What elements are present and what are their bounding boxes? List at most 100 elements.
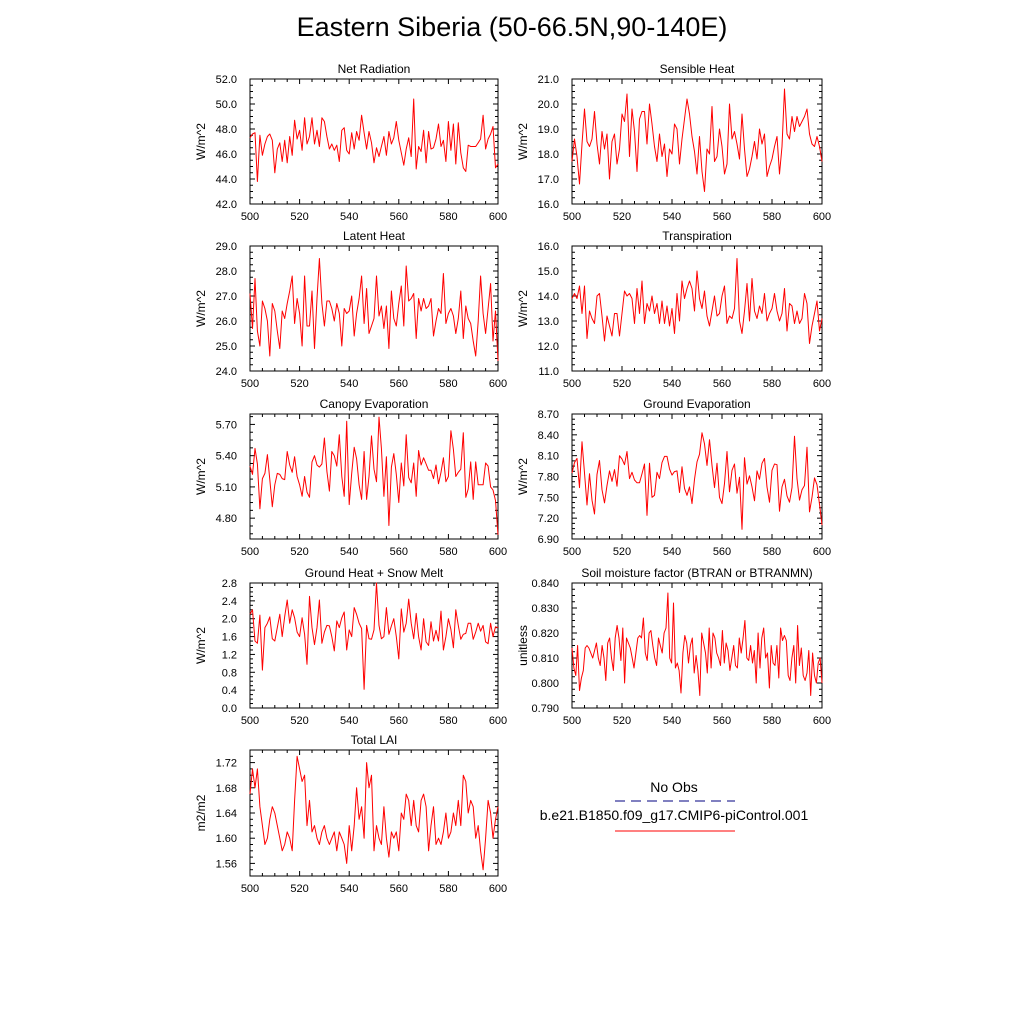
y-tick-label: 12.0: [538, 341, 559, 353]
y-tick-label: 2.0: [222, 614, 237, 626]
x-tick-label: 560: [713, 378, 731, 390]
x-tick-label: 500: [563, 211, 581, 223]
panel-6: Ground Evaporation W/m^2 500 520 540 560 580 60…: [516, 397, 831, 558]
y-tick-label: 7.20: [538, 513, 559, 525]
y-tick-label: 16.0: [538, 199, 559, 211]
x-tick-label: 540: [340, 546, 358, 558]
x-tick-label: 540: [340, 715, 358, 727]
x-tick-label: 520: [613, 211, 631, 223]
panel-title: Canopy Evaporation: [320, 397, 429, 411]
y-tick-label: 8.40: [538, 430, 559, 442]
panel-title: Net Radiation: [338, 62, 411, 76]
y-tick-label: 5.40: [216, 451, 237, 463]
x-tick-label: 540: [663, 546, 681, 558]
x-tick-label: 580: [439, 715, 457, 727]
y-axis-label: W/m^2: [516, 458, 530, 495]
y-tick-label: 1.2: [222, 649, 237, 661]
series-line: [571, 258, 823, 344]
y-axis-label: W/m^2: [516, 123, 530, 160]
y-tick-label: 25.0: [216, 341, 237, 353]
x-tick-label: 540: [340, 211, 358, 223]
x-tick-label: 500: [241, 883, 259, 895]
y-tick-label: 42.0: [216, 199, 237, 211]
x-tick-label: 500: [563, 378, 581, 390]
x-tick-label: 520: [290, 211, 308, 223]
y-tick-label: 1.64: [216, 808, 237, 820]
y-tick-label: 8.10: [538, 451, 559, 463]
panel-title: Latent Heat: [343, 229, 406, 243]
x-tick-label: 600: [813, 546, 831, 558]
panel-8: Soil moisture factor (BTRAN or BTRANMN) u…: [516, 566, 831, 727]
y-tick-label: 28.0: [216, 266, 237, 278]
x-tick-label: 600: [813, 211, 831, 223]
y-tick-label: 46.0: [216, 149, 237, 161]
y-tick-label: 1.60: [216, 833, 237, 845]
y-axis-label: m2/m2: [194, 794, 208, 831]
x-tick-label: 580: [439, 378, 457, 390]
y-tick-label: 1.6: [222, 632, 237, 644]
y-tick-label: 18.0: [538, 149, 559, 161]
x-tick-label: 520: [613, 715, 631, 727]
series-line: [249, 98, 499, 182]
x-tick-label: 600: [813, 378, 831, 390]
y-tick-label: 0.800: [531, 678, 559, 690]
y-tick-label: 48.0: [216, 124, 237, 136]
y-tick-label: 4.80: [216, 513, 237, 525]
series-line: [571, 88, 823, 192]
x-tick-label: 500: [241, 211, 259, 223]
y-tick-label: 29.0: [216, 241, 237, 253]
y-tick-label: 26.0: [216, 316, 237, 328]
panel-2: Sensible Heat W/m^2 500 520 540 560 580 600 16.0…: [516, 62, 831, 223]
y-tick-label: 2.8: [222, 578, 237, 590]
panel-title: Soil moisture factor (BTRAN or BTRANMN): [581, 566, 812, 580]
y-tick-label: 0.790: [531, 703, 559, 715]
y-tick-label: 11.0: [538, 366, 559, 378]
y-tick-label: 19.0: [538, 124, 559, 136]
y-tick-label: 14.0: [538, 291, 559, 303]
panel-3: Latent Heat W/m^2 500 520 540 560 580 600 24.0 25…: [194, 229, 507, 390]
x-tick-label: 540: [340, 378, 358, 390]
plot-frame: [249, 78, 499, 205]
y-axis-label: W/m^2: [194, 627, 208, 664]
y-tick-label: 5.10: [216, 482, 237, 494]
x-tick-label: 580: [763, 715, 781, 727]
y-tick-label: 0.830: [531, 603, 559, 615]
x-tick-label: 540: [663, 715, 681, 727]
x-tick-label: 560: [713, 211, 731, 223]
y-axis-label: W/m^2: [194, 458, 208, 495]
main-title: Eastern Siberia (50-66.5N,90-140E): [296, 12, 728, 42]
x-tick-label: 560: [390, 883, 408, 895]
x-tick-label: 560: [390, 546, 408, 558]
y-tick-label: 20.0: [538, 99, 559, 111]
x-tick-label: 540: [663, 211, 681, 223]
panel-title: Transpiration: [662, 229, 732, 243]
y-axis-label: W/m^2: [516, 290, 530, 327]
y-tick-label: 0.840: [531, 578, 559, 590]
panel-title: Total LAI: [351, 733, 398, 747]
y-tick-label: 2.4: [222, 596, 237, 608]
x-tick-label: 520: [290, 883, 308, 895]
y-tick-label: 24.0: [216, 366, 237, 378]
x-tick-label: 600: [489, 715, 507, 727]
y-tick-label: 6.90: [538, 534, 559, 546]
y-tick-label: 1.56: [216, 858, 237, 870]
y-tick-label: 50.0: [216, 99, 237, 111]
plot-frame: [249, 749, 499, 877]
series-line: [249, 416, 499, 535]
x-tick-label: 560: [390, 715, 408, 727]
plot-frame: [249, 245, 499, 372]
x-tick-label: 520: [290, 378, 308, 390]
series-line: [249, 755, 499, 871]
y-tick-label: 8.70: [538, 409, 559, 421]
y-tick-label: 0.810: [531, 653, 559, 665]
x-tick-label: 560: [390, 211, 408, 223]
y-tick-label: 7.80: [538, 472, 559, 484]
y-tick-label: 0.4: [222, 685, 237, 697]
plot-frame: [249, 413, 499, 540]
x-tick-label: 580: [439, 883, 457, 895]
y-tick-label: 13.0: [538, 316, 559, 328]
y-tick-label: 27.0: [216, 291, 237, 303]
x-tick-label: 560: [713, 546, 731, 558]
y-tick-label: 1.72: [216, 758, 237, 770]
